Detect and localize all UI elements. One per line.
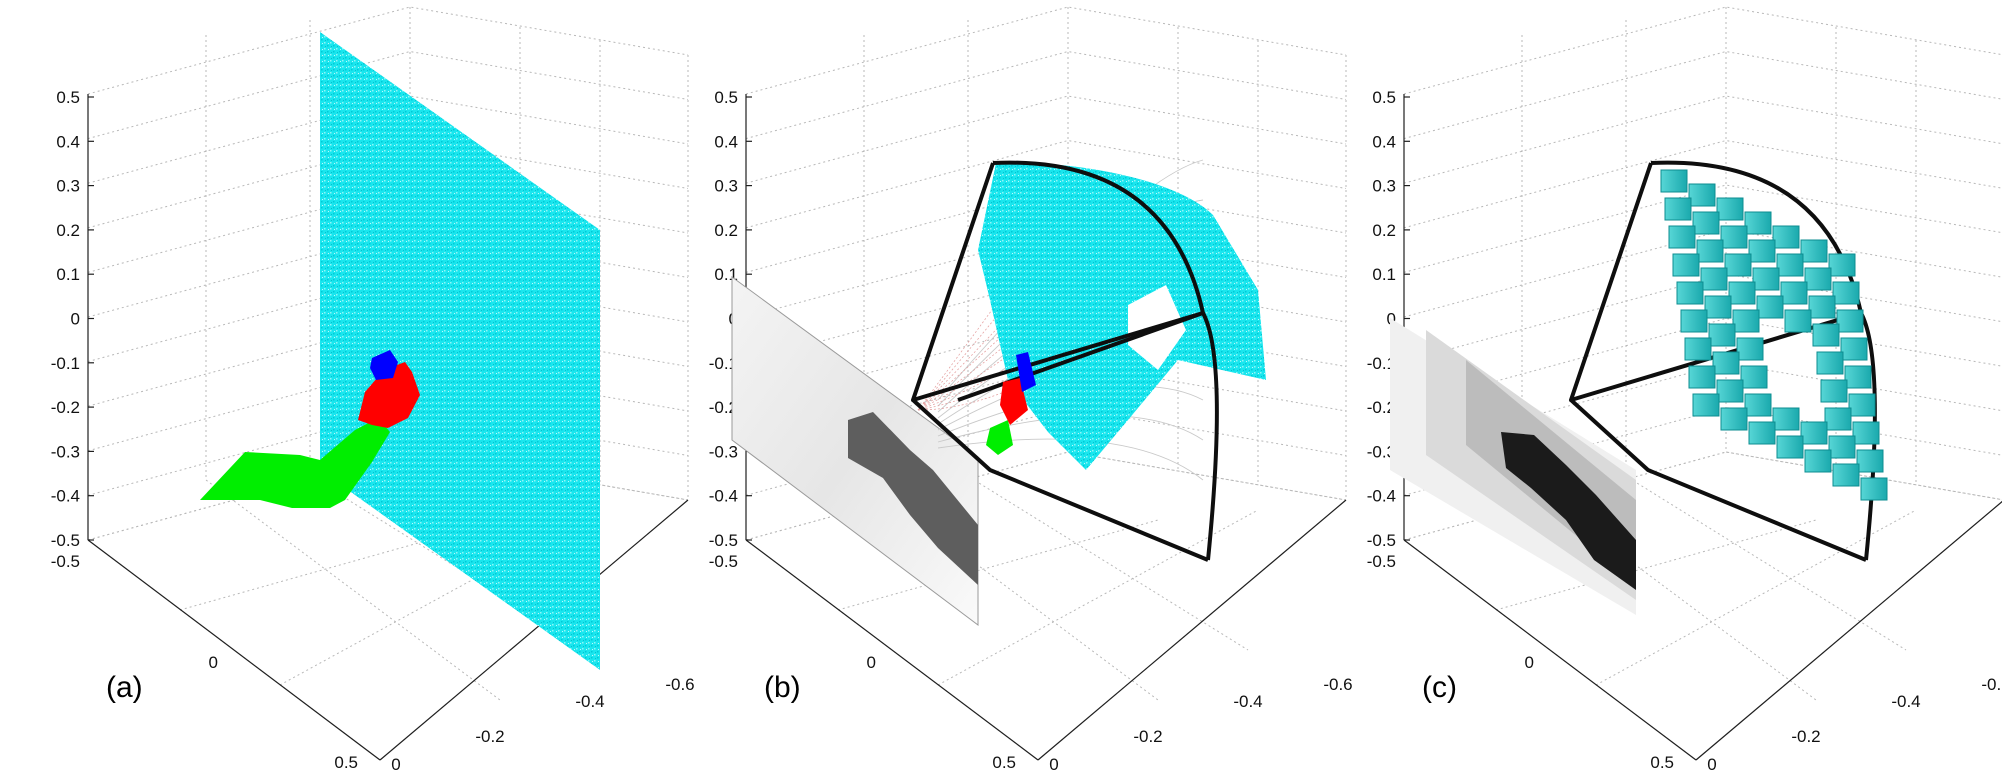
x-tick-label: 0	[867, 653, 876, 672]
object-shape	[370, 350, 398, 380]
y-tick-label: 0	[1707, 755, 1716, 774]
panel-a: 0.5 0.4 0.3 0.2 0.1 0 -0.1 -0.2 -0.3 -0.4 -0.5 -0.5…	[51, 6, 695, 774]
y-tick-label: -0.6	[1323, 675, 1352, 694]
y-tick-label: -0.2	[1133, 727, 1162, 746]
z-tick-label: 0	[71, 310, 80, 329]
frustum-mid	[957, 311, 1204, 402]
z-tick-label: 0.5	[714, 88, 738, 107]
z-tick-label: 0.4	[56, 132, 80, 151]
y-tick-label: -0.2	[1791, 727, 1820, 746]
z-tick-label: -0.1	[1367, 354, 1396, 373]
z-tick-label: 0.5	[1372, 88, 1396, 107]
z-tick-label: 0.2	[1372, 221, 1396, 240]
y-axis-line	[1695, 500, 2002, 761]
y-axis-line	[1037, 499, 1347, 761]
x-axis-line	[87, 539, 381, 761]
z-tick-label: 0.4	[714, 132, 738, 151]
z-tick-label: -0.4	[709, 487, 738, 506]
y-tick-label: -0.4	[1891, 692, 1920, 711]
y-tick-label: -0.6	[665, 675, 694, 694]
z-tick-label: 0.3	[56, 177, 80, 196]
frustum-bottom	[1569, 398, 1867, 562]
panel-label: (b)	[764, 671, 801, 704]
depth-silhouette	[848, 412, 978, 585]
panel-label: (a)	[106, 671, 143, 704]
y-axis-line	[379, 499, 689, 761]
x-axis-line	[1403, 539, 1697, 761]
x-axis-line	[745, 539, 1039, 761]
z-tick-label: -0.3	[1367, 442, 1396, 461]
z-tick-label: -0.3	[709, 442, 738, 461]
z-tick-label: -0.2	[709, 398, 738, 417]
z-tick-label: 0.2	[56, 221, 80, 240]
z-tick-label: 0.1	[1372, 265, 1396, 284]
panel-label: (c)	[1422, 671, 1457, 704]
z-tick-label: -0.5	[1367, 531, 1396, 550]
hand-shape	[1000, 378, 1028, 425]
object-shape	[1016, 352, 1036, 392]
z-tick-label: 0.5	[56, 88, 80, 107]
panel-b: 0.50.40.30.20.10-0.1-0.2-0.3-0.4-0.5-0.5…	[709, 6, 1353, 774]
frustum-arc-right	[1201, 312, 1219, 561]
y-tick-label: -0.6	[1981, 675, 2002, 694]
point-cloud	[978, 162, 1266, 470]
arm-shape	[200, 418, 390, 508]
panel-c: 0.5 0.4 0.3 0.2 0.1 0 -0.1 -0.2 -0.3 -0.4 -0.5 -0.5…	[1367, 6, 2002, 774]
point-cloud-plane	[320, 32, 600, 670]
frustum-arc-top	[992, 160, 1205, 314]
z-tick-label: -0.5	[709, 531, 738, 550]
y-tick-label: -0.4	[1233, 692, 1262, 711]
x-tick-label: 0	[1525, 653, 1534, 672]
x-tick-label: -0.5	[709, 552, 738, 571]
hand-shape	[358, 362, 420, 428]
y-tick-label: -0.2	[475, 727, 504, 746]
z-tick-label: -0.4	[51, 487, 80, 506]
z-tick-label: -0.3	[51, 442, 80, 461]
x-tick-label: 0.5	[992, 753, 1016, 772]
z-tick-label: 0.4	[1372, 132, 1396, 151]
depth-voxel-silhouette	[1501, 432, 1636, 590]
y-tick-label: 0	[391, 755, 400, 774]
z-tick-label: -0.5	[51, 531, 80, 550]
z-tick-label: -0.4	[1367, 487, 1396, 506]
y-tick-label: 0	[1049, 755, 1058, 774]
z-tick-label: 0.3	[714, 177, 738, 196]
z-tick-label: 0.2	[714, 221, 738, 240]
x-tick-label: 0.5	[334, 753, 358, 772]
z-tick-label: 0.3	[1372, 177, 1396, 196]
x-tick-label: -0.5	[1367, 552, 1396, 571]
frustum-bottom	[911, 398, 1209, 562]
z-tick-label: -0.2	[1367, 398, 1396, 417]
x-tick-label: 0.5	[1650, 753, 1674, 772]
x-tick-label: 0	[209, 653, 218, 672]
x-tick-label: -0.5	[51, 552, 80, 571]
z-tick-label: -0.1	[51, 354, 80, 373]
y-tick-label: -0.4	[575, 692, 604, 711]
arm-shape	[986, 420, 1013, 455]
voxel-cloud	[1660, 169, 1888, 501]
z-tick-label: 0.1	[56, 265, 80, 284]
z-tick-label: -0.1	[709, 354, 738, 373]
z-tick-label: -0.2	[51, 398, 80, 417]
